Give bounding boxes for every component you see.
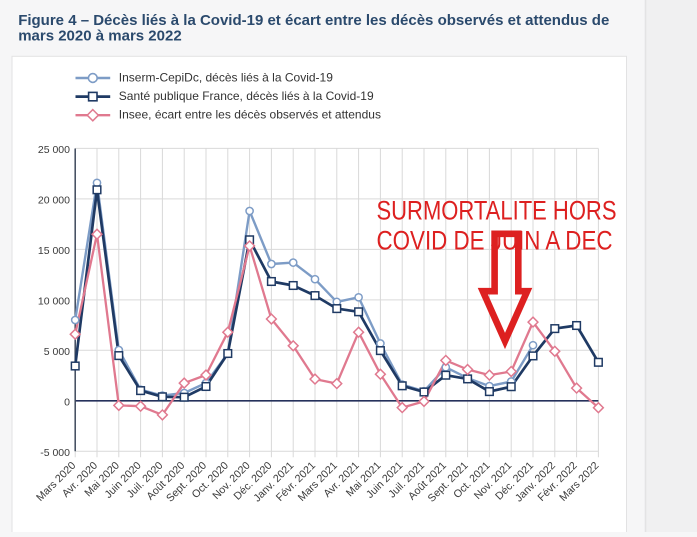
svg-text:15 000: 15 000 xyxy=(38,245,70,257)
svg-text:-5 000: -5 000 xyxy=(40,447,70,459)
svg-text:0: 0 xyxy=(64,397,70,409)
svg-text:Insee, écart entre les décès o: Insee, écart entre les décès observés et… xyxy=(119,108,381,122)
svg-text:Santé publique France, décès l: Santé publique France, décès liés à la C… xyxy=(119,89,374,103)
svg-text:Inserm-CepiDc, décès liés à la: Inserm-CepiDc, décès liés à la Covid-19 xyxy=(119,70,333,84)
svg-text:SURMORTALITE HORS: SURMORTALITE HORS xyxy=(377,196,617,226)
svg-text:10 000: 10 000 xyxy=(38,296,70,308)
svg-text:COVID DE JUIN A DEC: COVID DE JUIN A DEC xyxy=(377,226,613,256)
svg-text:25 000: 25 000 xyxy=(38,144,70,156)
svg-text:mars 2020 à mars 2022: mars 2020 à mars 2022 xyxy=(18,27,181,44)
svg-text:20 000: 20 000 xyxy=(38,195,70,207)
svg-text:5 000: 5 000 xyxy=(44,346,70,358)
